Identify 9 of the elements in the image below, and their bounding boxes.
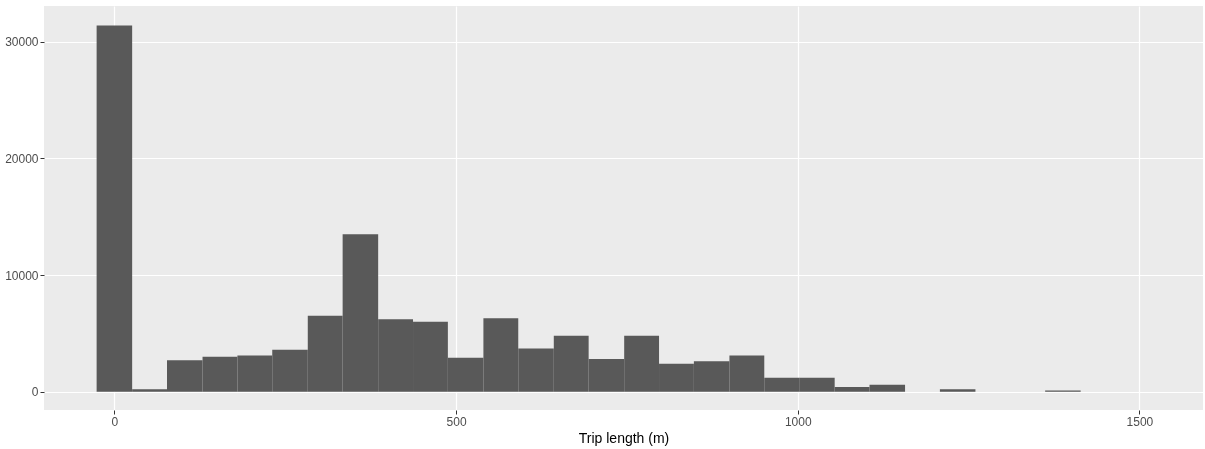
x-tick-label: 500 <box>446 414 467 429</box>
x-tick-label: 1500 <box>1126 414 1154 429</box>
y-tick-label: 30000 <box>5 35 39 50</box>
y-tick-label: 20000 <box>5 151 39 166</box>
y-tick-label: 0 <box>31 385 39 400</box>
x-axis-title: Trip length (m) <box>578 429 670 446</box>
x-tick-label: 1000 <box>784 414 812 429</box>
y-tick-label: 10000 <box>5 268 39 283</box>
x-tick-label: 0 <box>111 414 119 429</box>
